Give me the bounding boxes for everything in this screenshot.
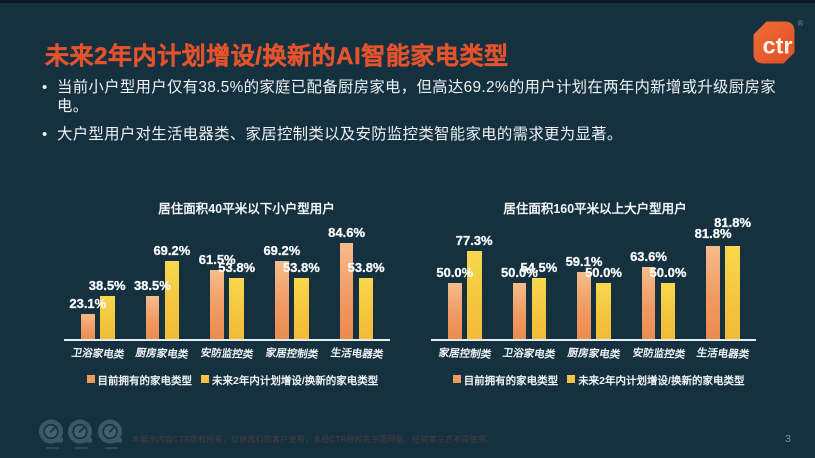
svg-text:ctr: ctr <box>762 32 792 58</box>
